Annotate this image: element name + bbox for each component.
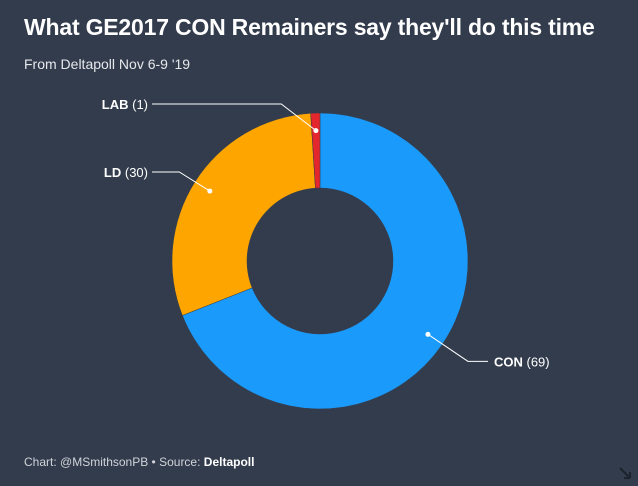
leader-dot-lab	[313, 128, 319, 134]
chart-footer: Chart: @MSmithsonPB • Source: Deltapoll	[24, 455, 254, 469]
footer-source: Deltapoll	[203, 455, 255, 469]
slice-label-category: LAB	[102, 97, 129, 112]
slice-ld[interactable]	[171, 113, 316, 316]
slice-label-lab: LAB (1)	[102, 97, 148, 112]
slice-label-value: (30)	[121, 165, 148, 180]
slice-con[interactable]	[182, 112, 469, 410]
leader-line-ld	[152, 171, 211, 192]
slice-label-ld: LD (30)	[104, 165, 148, 180]
slice-label-con: CON (69)	[494, 354, 550, 369]
leader-line-con	[427, 333, 488, 362]
slice-label-value: (69)	[523, 354, 550, 369]
slice-label-category: LD	[104, 165, 121, 180]
leader-dot-con	[425, 331, 431, 337]
footer-credit: Chart: @MSmithsonPB • Source:	[24, 455, 204, 469]
slice-label-value: (1)	[129, 97, 149, 112]
leader-line-lab	[152, 103, 317, 131]
leader-dot-ld	[207, 188, 213, 194]
slice-label-category: CON	[494, 354, 523, 369]
resize-handle-icon[interactable]	[618, 466, 632, 480]
chart-subtitle: From Deltapoll Nov 6-9 '19	[24, 56, 191, 72]
chart-title: What GE2017 CON Remainers say they'll do…	[24, 14, 595, 40]
